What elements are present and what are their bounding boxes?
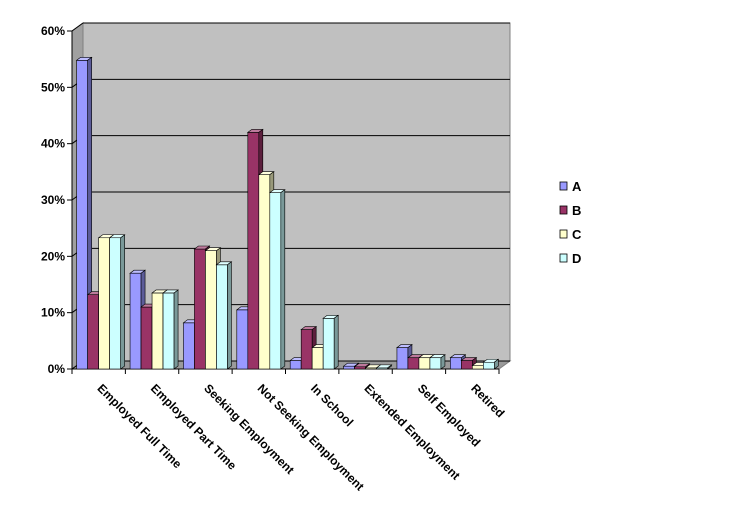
x-tick-label: Extended Employment — [361, 381, 462, 482]
bar-front — [183, 322, 195, 370]
x-tick-label: In School — [308, 381, 356, 429]
bar-front — [98, 237, 110, 370]
x-tick-label: Not Seeking Employment — [255, 381, 367, 493]
legend-label-A: A — [572, 179, 582, 194]
bar-front — [216, 264, 228, 370]
bar-front — [311, 347, 324, 370]
legend-label-D: D — [572, 251, 581, 266]
bar-front — [407, 357, 420, 370]
bar-front — [236, 309, 249, 370]
gridline-side — [71, 22, 84, 32]
bar-front — [269, 192, 282, 370]
y-tick-label: 50% — [41, 80, 65, 94]
bar-front — [429, 357, 442, 370]
bar-front — [258, 174, 271, 370]
bar-D-7 — [429, 354, 446, 370]
legend-swatch-C — [559, 229, 568, 239]
bar-D-4 — [268, 189, 286, 370]
legend-swatch-D — [559, 253, 568, 263]
bar-side — [173, 289, 179, 370]
y-tick-label: 40% — [41, 137, 65, 151]
bar-front — [300, 329, 313, 370]
bar-front — [109, 237, 121, 370]
bar-front — [151, 292, 164, 370]
bar-front — [354, 366, 366, 370]
bar-D-5 — [322, 314, 340, 370]
y-tick-label: 10% — [41, 306, 65, 320]
bar-side — [227, 261, 232, 370]
bar-front — [472, 365, 484, 370]
bar-side — [387, 364, 392, 370]
bar-front — [205, 250, 217, 370]
bar-D-8 — [482, 358, 500, 370]
bar-front — [322, 317, 335, 370]
bar-front — [194, 248, 206, 370]
bar-A-1 — [75, 56, 93, 370]
bar-D-2 — [162, 289, 179, 370]
y-tick-label: 0% — [48, 362, 66, 376]
bar-front — [129, 272, 142, 370]
legend-label-B: B — [572, 203, 581, 218]
legend-swatch-A — [559, 181, 568, 191]
bar-D-6 — [375, 364, 393, 370]
bar-front — [162, 292, 175, 370]
bar-side — [440, 354, 446, 370]
y-tick-label: 60% — [41, 24, 65, 38]
bar-front — [140, 306, 153, 370]
bar-side — [280, 189, 286, 370]
bar-side — [494, 358, 499, 370]
bar-front — [343, 365, 355, 370]
bar-front — [450, 357, 462, 370]
bar-side — [333, 314, 339, 370]
x-tick-label: Seeking Employment — [201, 381, 297, 477]
bar-front — [461, 360, 473, 370]
bar-front — [76, 59, 88, 370]
y-tick-label: 20% — [41, 249, 65, 263]
bar-front — [289, 360, 302, 370]
bar-front — [87, 294, 99, 370]
bar-front — [247, 132, 260, 370]
y-tick-label: 30% — [41, 193, 65, 207]
bar-side — [120, 234, 125, 370]
bar-D-3 — [215, 261, 233, 370]
bar-front — [483, 361, 495, 370]
legend-label-C: C — [572, 227, 582, 242]
bar-front — [418, 357, 431, 370]
bar-D-1 — [108, 234, 126, 370]
bar-B-8 — [460, 356, 478, 370]
legend-swatch-B — [559, 205, 568, 215]
x-tick-label: Retired — [468, 381, 507, 420]
bar-front — [396, 347, 409, 370]
